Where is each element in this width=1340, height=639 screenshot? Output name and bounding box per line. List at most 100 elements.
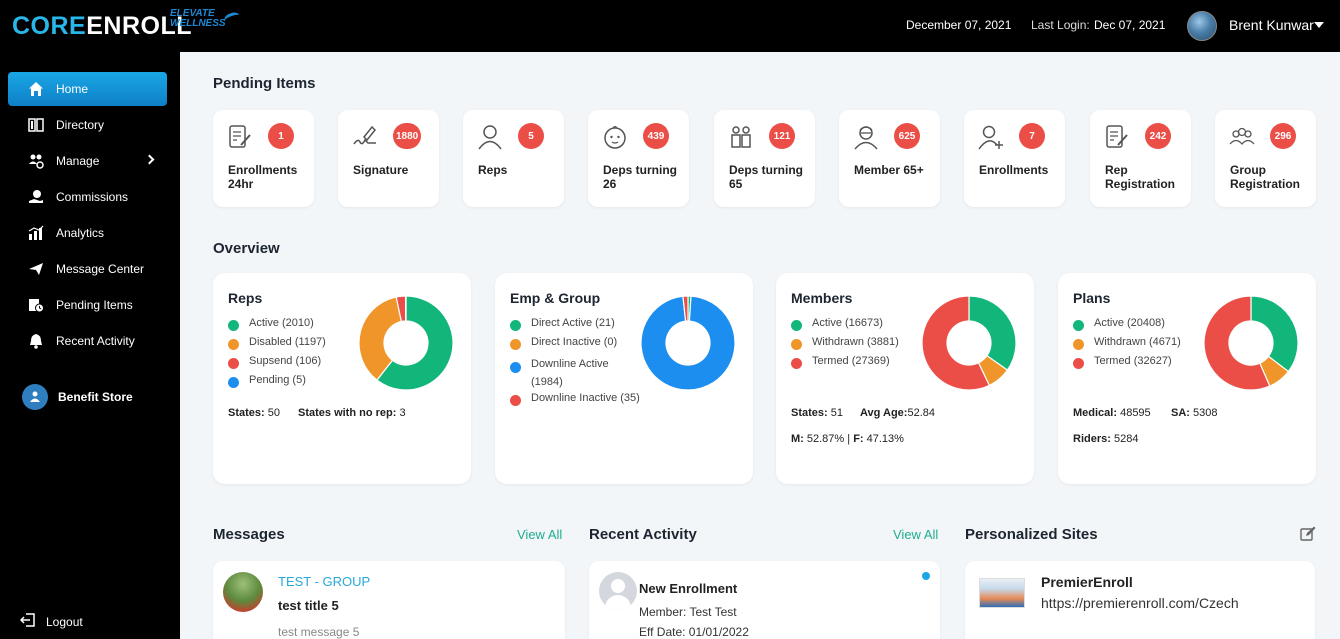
logo-sub-line2: WELLNESS [170,18,226,29]
user-name[interactable]: Brent Kunwar [1229,17,1314,33]
legend-dot [228,377,239,388]
pending-card-deps-turning-65[interactable]: 121 Deps turning 65 [714,110,815,207]
legend-item: Downline Inactive (35) [510,392,640,411]
baby-icon [604,125,626,149]
benefit-store-link[interactable]: Benefit Store [22,384,133,410]
donut-slice[interactable] [358,296,403,381]
legend-label: Withdrawn (3881) [812,336,899,348]
stat-value: 5308 [1193,407,1218,419]
sidebar-item-directory[interactable]: Directory [8,108,167,142]
chart-legend: Active (16673) Withdrawn (3881) Termed (… [791,317,921,374]
pending-icon [26,295,46,315]
chart-legend: Active (20408) Withdrawn (4671) Termed (… [1073,317,1203,374]
reps-donut-chart[interactable] [358,295,454,391]
pending-card-label: Reps [478,163,508,177]
sidebar-item-commissions[interactable]: Commissions [8,180,167,214]
pending-count-badge: 7 [1019,123,1045,149]
logout-button[interactable]: Logout [19,613,83,630]
donut-slice[interactable] [921,295,991,391]
benefit-store-icon [22,384,48,410]
pending-count-badge: 242 [1145,123,1171,149]
messages-view-all-link[interactable]: View All [517,527,563,542]
message-group[interactable]: TEST - GROUP [278,574,371,589]
legend-item: Disabled (1197) [228,336,358,355]
elevate-wellness-logo: ELEVATE WELLNESS [170,9,242,41]
group-icon [1229,127,1255,145]
stat-states-no-rep: States with no rep: 3 [298,407,406,419]
stat-gender-split: M: 52.87% | F: 47.13% [791,433,904,445]
card-title: Emp & Group [510,290,601,306]
sidebar-item-recent-activity[interactable]: Recent Activity [8,324,167,358]
chart-icon [26,223,46,243]
caret-down-icon[interactable] [1314,22,1324,28]
pending-card-signature[interactable]: 1880 Signature [338,110,439,207]
sidebar-item-label: Home [56,82,89,96]
sidebar-item-analytics[interactable]: Analytics [8,216,167,250]
stat-label: States with no rep: [298,407,397,419]
activity-item[interactable]: New Enrollment Member: Test Test Eff Dat… [589,561,940,639]
stat-states: States: 51 [791,407,843,419]
sidebar-item-manage[interactable]: Manage [8,144,167,178]
money-hand-icon [26,187,46,207]
donut-slice[interactable] [1250,295,1299,373]
last-login-value: Dec 07, 2021 [1094,18,1166,32]
overview-card-emp-group: Emp & Group Direct Active (21) Direct In… [495,273,753,484]
legend-item: Withdrawn (4671) [1073,336,1203,355]
overview-card-reps: Reps Active (2010) Disabled (1197) Supse… [213,273,471,484]
pending-card-reps[interactable]: 5 Reps [463,110,564,207]
legend-dot [510,320,521,331]
pending-card-enrollments-24hr[interactable]: 1 Enrollments 24hr [213,110,314,207]
pending-card-group-registration[interactable]: 296 Group Registration [1215,110,1316,207]
sidebar-item-message-center[interactable]: Message Center [8,252,167,286]
pending-count-badge: 5 [518,123,544,149]
stat-value: 48595 [1120,407,1151,419]
members-donut-chart[interactable] [921,295,1017,391]
legend-dot [791,358,802,369]
sidebar-item-pending-items[interactable]: Pending Items [8,288,167,322]
legend-label: Downline Active (1984) [531,358,609,388]
donut-slice[interactable] [682,295,689,322]
chevron-right-icon [144,154,155,165]
users-cog-icon [26,151,46,171]
pending-card-label: Group Registration [1230,163,1301,191]
sidebar-item-label: Pending Items [56,298,133,312]
pending-card-deps-turning-26[interactable]: 439 Deps turning 26 [588,110,689,207]
pending-count-badge: 1880 [393,123,422,149]
message-item[interactable]: TEST - GROUP test title 5 test message 5 [213,561,565,639]
user-avatar[interactable] [1187,11,1217,41]
donut-slice[interactable] [1203,295,1271,391]
donut-slice[interactable] [640,295,736,391]
site-url[interactable]: https://premierenroll.com/Czech [1041,595,1239,611]
pending-count-badge: 296 [1270,123,1296,149]
corenroll-logo[interactable]: COREENROLL [12,12,192,41]
legend-label: Disabled (1197) [249,336,326,348]
legend-item: Active (16673) [791,317,921,336]
activity-eff-date: Eff Date: 01/01/2022 [639,625,749,639]
donut-slice[interactable] [376,295,454,391]
activity-member: Member: Test Test [639,605,737,619]
current-date: December 07, 2021 [906,18,1012,32]
pending-card-rep-registration[interactable]: 242 Rep Registration [1090,110,1191,207]
pending-card-label: Enrollments 24hr [228,163,298,191]
stat-label: Medical: [1073,407,1118,419]
sidebar-item-home[interactable]: Home [8,72,167,106]
legend-label: Direct Active (21) [531,317,615,329]
recent-activity-view-all-link[interactable]: View All [893,527,939,542]
donut-slice[interactable] [968,295,1017,371]
benefit-store-label: Benefit Store [58,390,133,404]
emp-group-donut-chart[interactable] [640,295,736,391]
pending-card-member-65-plus[interactable]: 625 Member 65+ [839,110,940,207]
overview-card-members: Members Active (16673) Withdrawn (3881) … [776,273,1034,484]
plans-donut-chart[interactable] [1203,295,1299,391]
pending-card-enrollments[interactable]: 7 Enrollments [964,110,1065,207]
pending-count-badge: 625 [894,123,920,149]
personalized-site-item[interactable]: PremierEnroll https://premierenroll.com/… [965,561,1315,639]
pending-count-badge: 121 [769,123,795,149]
message-title: test title 5 [278,598,339,613]
stat-value: 5284 [1113,433,1139,445]
form-pen-icon [1106,125,1128,148]
stat-riders: Riders: 5284 [1073,433,1138,445]
chart-legend: Active (2010) Disabled (1197) Supsend (1… [228,317,358,393]
activity-title: New Enrollment [639,581,738,596]
edit-icon[interactable] [1300,526,1316,542]
